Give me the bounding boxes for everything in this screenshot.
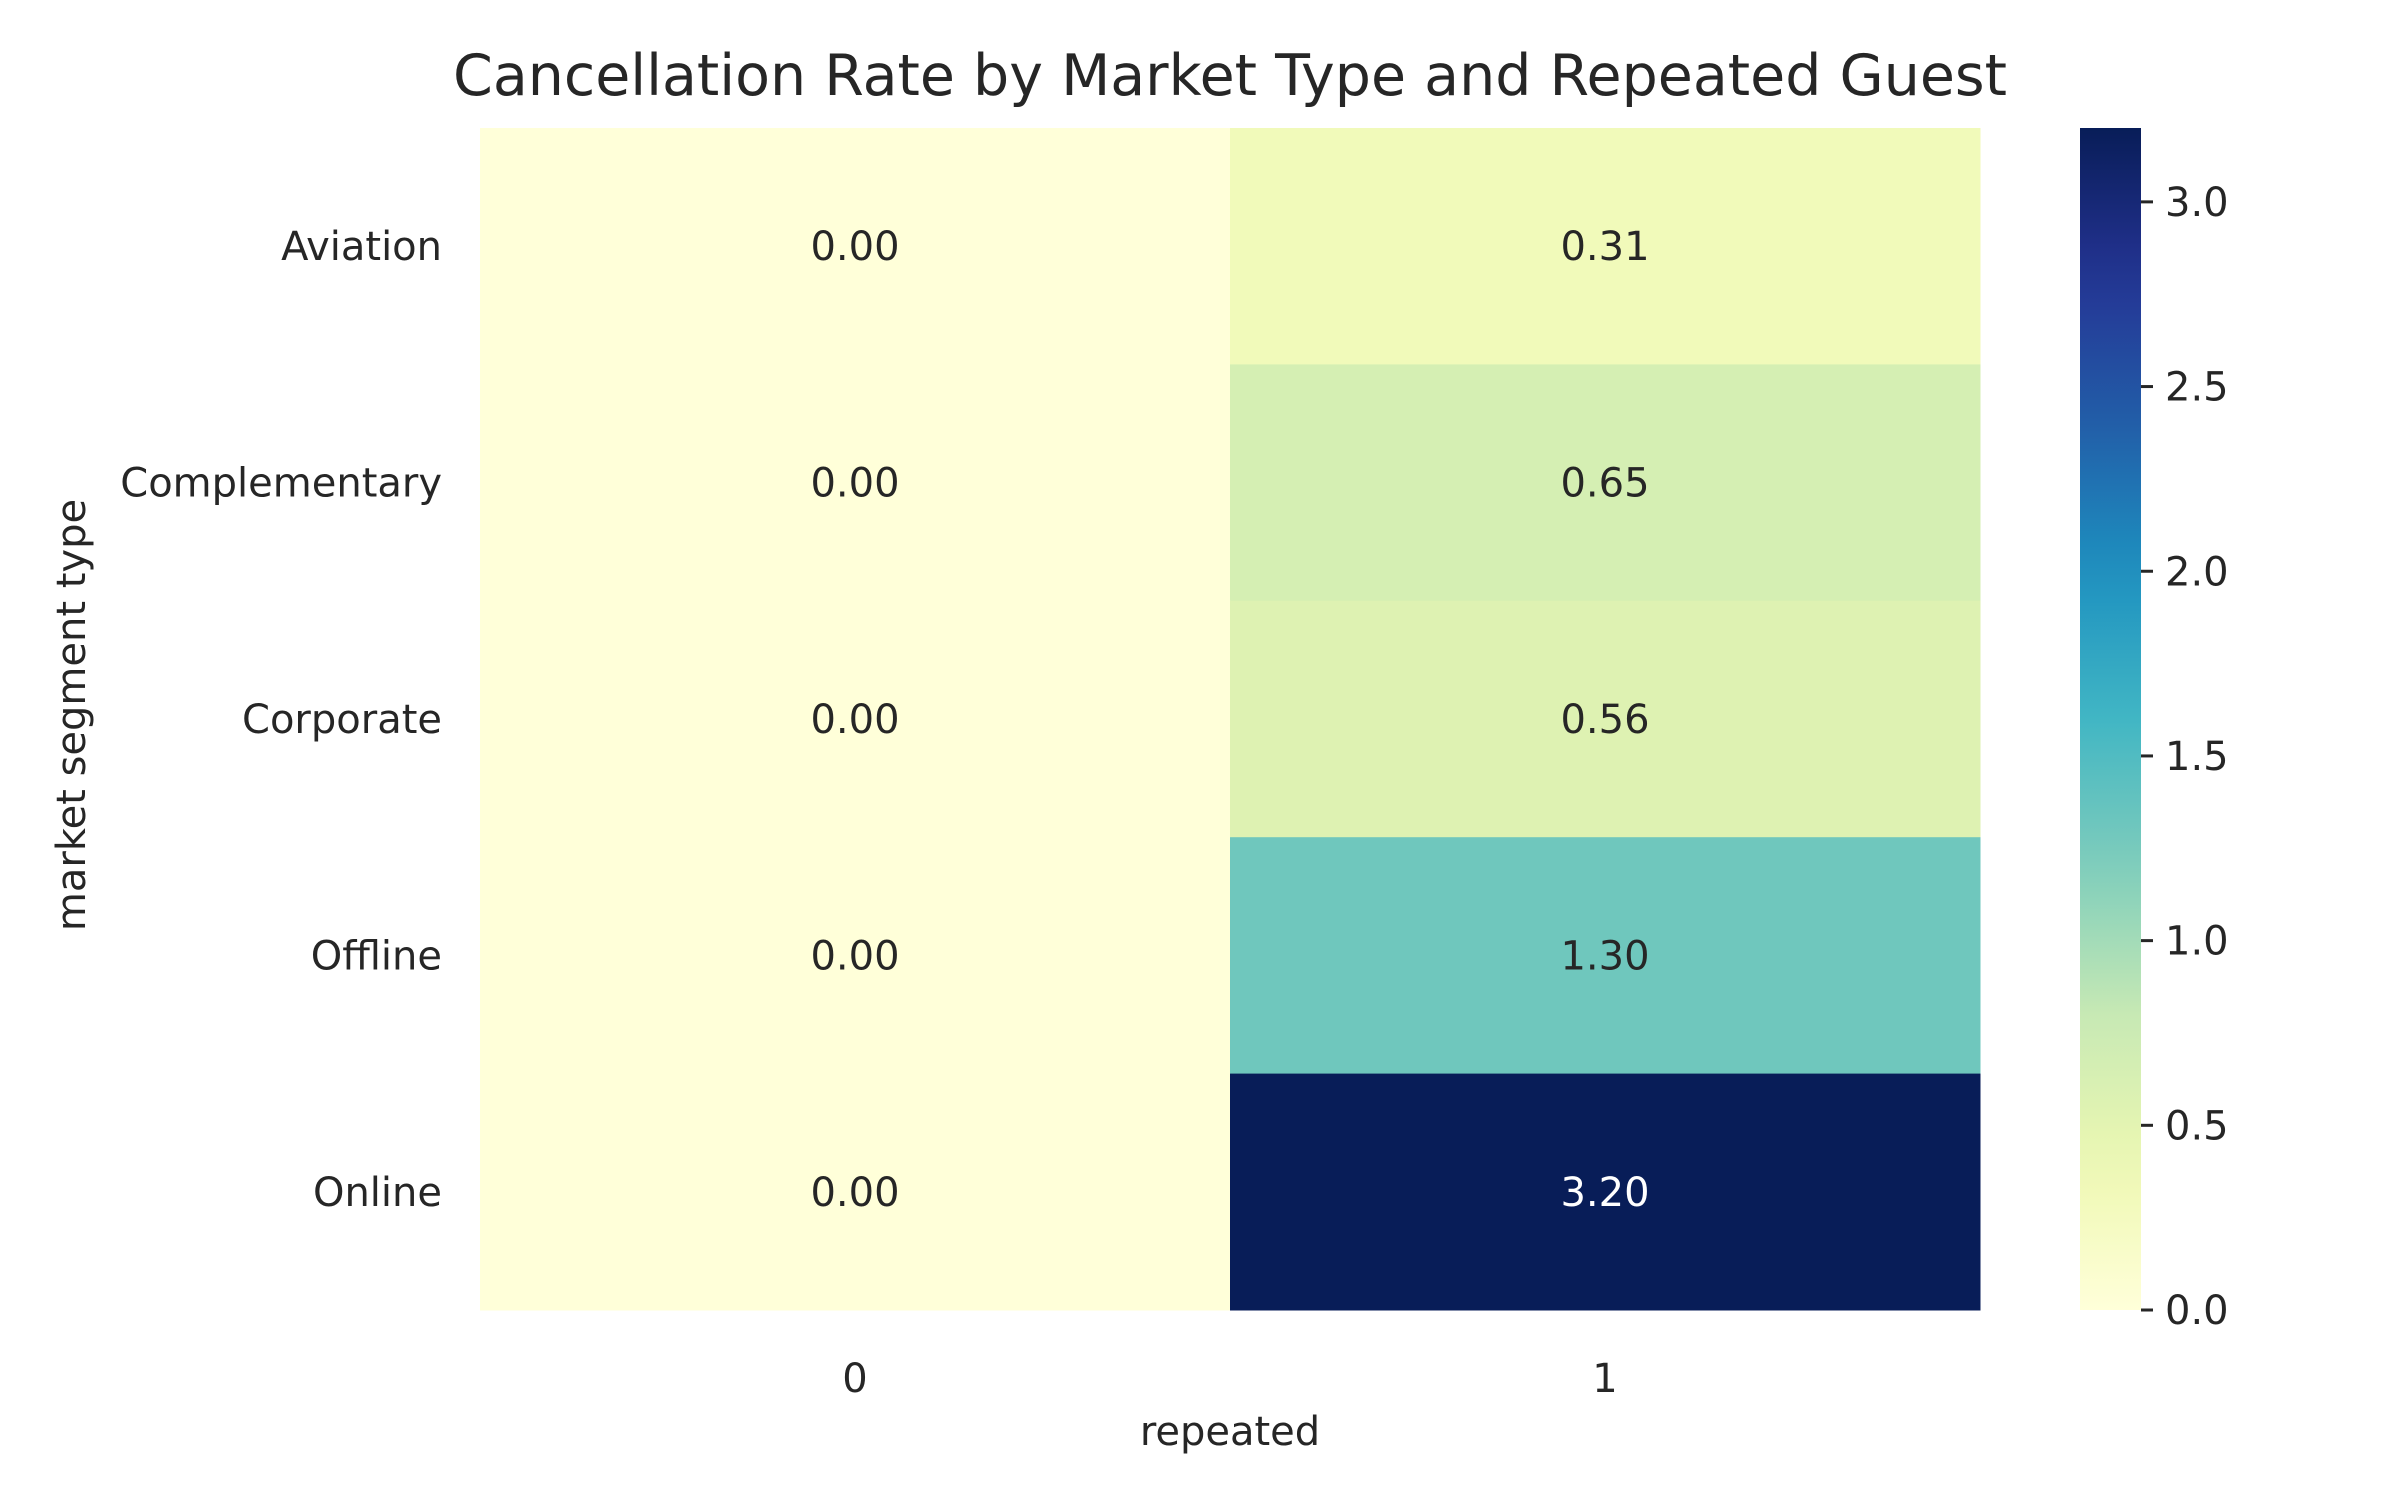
cell-value-label: 3.20 [1560, 1170, 1649, 1216]
y-axis-label: market segment type [49, 499, 95, 931]
heatmap-cell-labels: 0.00 0.31 0.00 0.65 0.00 0.56 0.00 1.30 0.00 3.20 [810, 224, 1649, 1216]
cell-value-label: 0.00 [810, 697, 899, 743]
heatmap-cell [480, 837, 1231, 1075]
x-axis-label: repeated [1140, 1409, 1320, 1455]
heatmap-cell [1230, 1073, 1981, 1311]
heatmap-cell [1230, 600, 1981, 838]
cell-value-label: 0.00 [810, 933, 899, 979]
heatmap-cell [1230, 837, 1981, 1075]
y-tick-label: Offline [311, 933, 442, 979]
colorbar [2080, 128, 2141, 1310]
heatmap-cell [480, 600, 1231, 838]
cell-value-label: 1.30 [1560, 933, 1649, 979]
chart-title: Cancellation Rate by Market Type and Rep… [453, 43, 2007, 109]
cell-value-label: 0.00 [810, 1170, 899, 1216]
colorbar-ticks: 0.0 0.5 1.0 1.5 2.0 2.5 3.0 [2141, 180, 2229, 1334]
heatmap-cell [480, 128, 1231, 365]
colorbar-tick-label: 1.0 [2165, 919, 2229, 965]
heatmap-cell [1230, 364, 1981, 602]
cell-value-label: 0.56 [1560, 697, 1649, 743]
y-axis-tick-labels: Aviation Complementary Corporate Offline Onl… [120, 224, 442, 1216]
x-tick-label: 0 [842, 1356, 867, 1402]
heatmap-cell [480, 1073, 1231, 1311]
y-tick-label: Aviation [281, 224, 442, 270]
heatmap-cells [480, 128, 1981, 1311]
colorbar-tick-label: 1.5 [2165, 734, 2229, 780]
x-tick-label: 1 [1592, 1356, 1617, 1402]
heatmap-cell [1230, 128, 1981, 365]
y-tick-label: Corporate [242, 697, 442, 743]
cell-value-label: 0.00 [810, 224, 899, 270]
heatmap-cell [480, 364, 1231, 602]
colorbar-tick-label: 2.5 [2165, 365, 2229, 411]
cell-value-label: 0.65 [1560, 461, 1649, 507]
colorbar-tick-label: 0.5 [2165, 1103, 2229, 1149]
cell-value-label: 0.00 [810, 461, 899, 507]
colorbar-tick-label: 0.0 [2165, 1288, 2229, 1334]
colorbar-tick-label: 2.0 [2165, 549, 2229, 595]
y-tick-label: Complementary [120, 461, 442, 507]
colorbar-tick-label: 3.0 [2165, 180, 2229, 226]
y-tick-label: Online [313, 1170, 442, 1216]
cell-value-label: 0.31 [1560, 224, 1649, 270]
